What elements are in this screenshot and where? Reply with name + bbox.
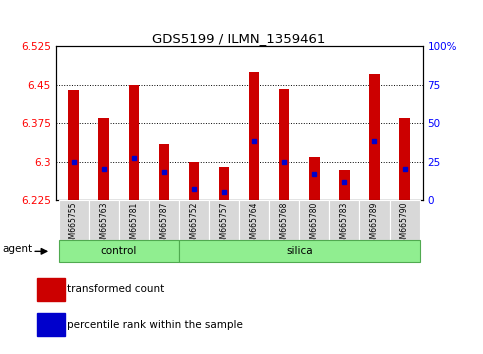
Bar [38,278,65,301]
Bar [38,313,65,336]
Bar [128,85,139,200]
Bar [179,200,209,262]
Bar [189,161,199,200]
Bar [89,200,119,262]
Bar [119,200,149,262]
Bar [209,200,239,262]
Title: GDS5199 / ILMN_1359461: GDS5199 / ILMN_1359461 [153,32,326,45]
Bar [399,118,410,200]
Bar [329,200,359,262]
Text: GSM665781: GSM665781 [129,202,138,248]
Bar [68,90,79,200]
Bar [339,170,350,200]
Bar [58,240,179,263]
Bar [179,240,420,263]
Text: GSM665768: GSM665768 [280,202,289,248]
Text: GSM665790: GSM665790 [400,202,409,249]
Text: GSM665764: GSM665764 [250,202,258,249]
Bar [279,88,289,200]
Bar [299,200,329,262]
Bar [219,167,229,200]
Bar [158,144,169,200]
Bar [359,200,389,262]
Bar [58,200,89,262]
Text: control: control [100,246,137,256]
Text: transformed count: transformed count [67,284,165,294]
Text: GSM665763: GSM665763 [99,202,108,249]
Text: agent: agent [3,244,33,254]
Text: GSM665757: GSM665757 [220,202,228,249]
Text: GSM665780: GSM665780 [310,202,319,248]
Bar [239,200,269,262]
Text: GSM665752: GSM665752 [189,202,199,248]
Bar [149,200,179,262]
Text: silica: silica [286,246,313,256]
Text: GSM665787: GSM665787 [159,202,169,248]
Text: GSM665755: GSM665755 [69,202,78,249]
Bar [309,158,320,200]
Text: GSM665783: GSM665783 [340,202,349,248]
Text: percentile rank within the sample: percentile rank within the sample [67,320,243,330]
Bar [99,118,109,200]
Bar [249,72,259,200]
Text: GSM665789: GSM665789 [370,202,379,248]
Bar [389,200,420,262]
Bar [269,200,299,262]
Bar [369,74,380,200]
